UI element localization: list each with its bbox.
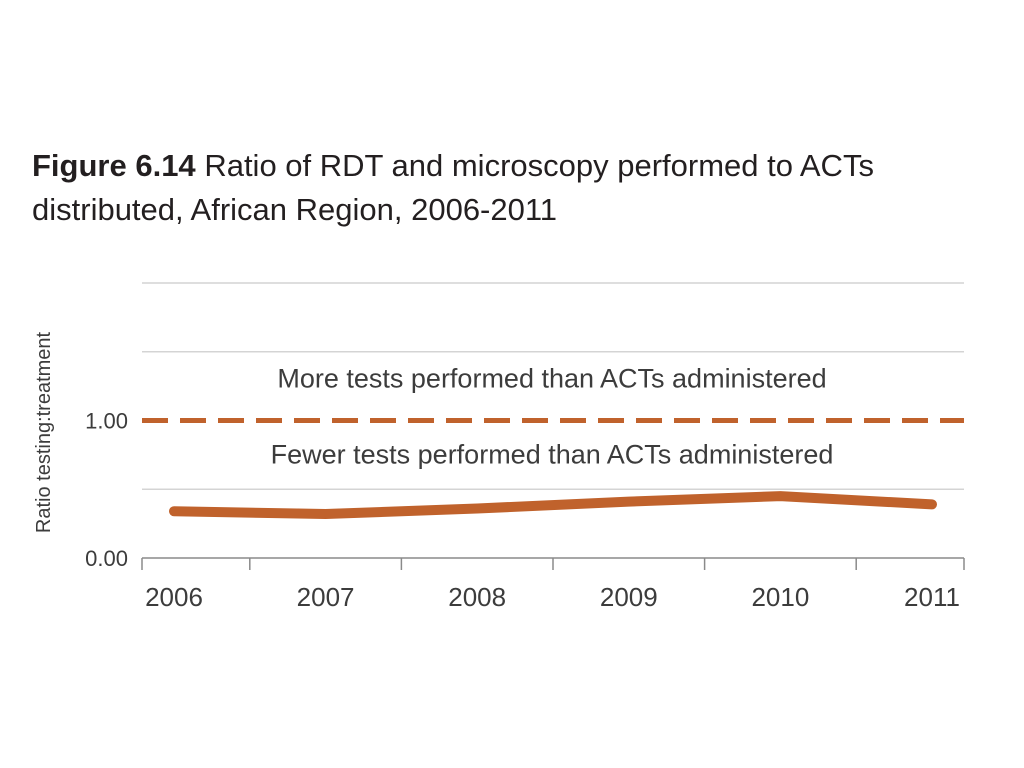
- y-tick-label: 1.00: [85, 409, 128, 434]
- y-axis-label: Ratio testing:treatment: [33, 331, 55, 533]
- x-tick-label: 2007: [297, 582, 355, 612]
- x-tick-label: 2010: [751, 582, 809, 612]
- annotations: More tests performed than ACTs administe…: [271, 364, 834, 470]
- y-tick-label: 0.00: [85, 546, 128, 571]
- x-tick-label: 2009: [600, 582, 658, 612]
- series-layer: [169, 491, 937, 519]
- series-line: [169, 491, 937, 519]
- chart-title: Figure 6.14 Ratio of RDT and microscopy …: [32, 144, 992, 232]
- gridlines: [142, 282, 964, 490]
- x-tick-label: 2006: [145, 582, 203, 612]
- axes: 2006 2007 2008 2009 2010 2011 0.00 1.00: [85, 409, 965, 612]
- x-tick-label: 2011: [904, 582, 960, 612]
- figure-caption: Ratio of RDT and microscopy performed to…: [32, 148, 874, 227]
- annotation-below: Fewer tests performed than ACTs administ…: [271, 440, 834, 470]
- annotation-above: More tests performed than ACTs administe…: [277, 364, 826, 394]
- x-tick-label: 2008: [448, 582, 506, 612]
- figure-number: Figure 6.14: [32, 148, 196, 183]
